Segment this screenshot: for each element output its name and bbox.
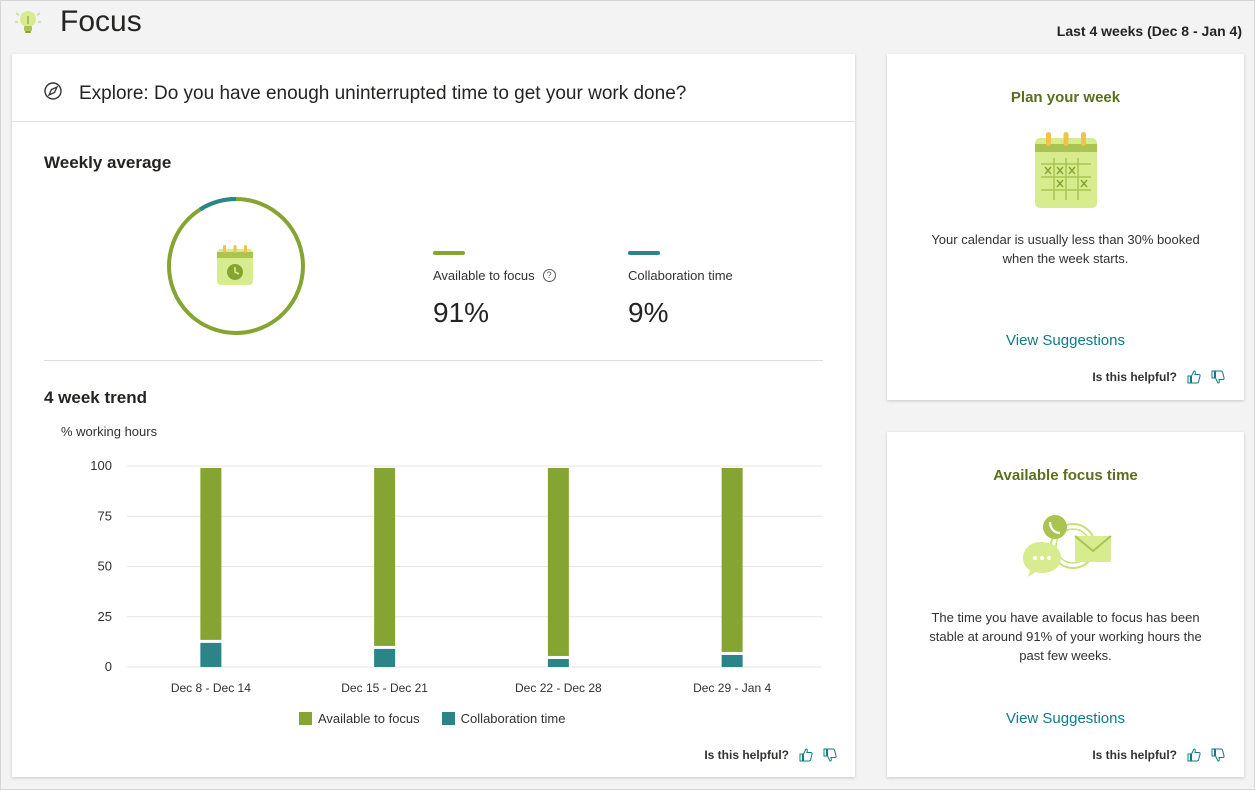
bar-focus [721,468,743,652]
bar-collab [200,642,222,667]
legend-label-collab: Collaboration time [460,711,566,726]
available-focus-value: 91% [433,297,490,328]
explore-banner[interactable]: Explore: Do you have enough uninterrupte… [12,54,855,122]
available-focus-card: Available focus time The time you have a… [887,432,1244,777]
available-focus-text: The time you have available to focus has… [929,610,1202,663]
available-focus-label: Available to focus [433,268,535,283]
help-icon[interactable]: ? [542,269,556,282]
collab-time-label: Collaboration time [628,268,733,283]
weekly-average-title: Weekly average [44,153,172,172]
bar-focus [374,468,396,646]
thumbs-down-icon[interactable] [1211,748,1225,762]
thumbs-up-icon[interactable] [1187,370,1201,384]
collab-time-swatch [628,251,660,255]
feedback-label: Is this helpful? [1092,748,1177,762]
legend-swatch-focus [299,712,312,725]
explore-question: Explore: Do you have enough uninterrupte… [79,83,687,104]
available-focus-stat: Available to focus ? 91% [433,251,556,329]
y-tick-label: 75 [98,508,112,523]
thumbs-up-icon[interactable] [1187,748,1201,762]
x-tick-label: Dec 15 - Dec 21 [341,681,428,695]
x-tick-label: Dec 29 - Jan 4 [693,681,771,695]
legend-item-focus[interactable]: Available to focus [299,711,420,726]
donut-collab-arc [167,197,305,335]
focus-main-card: Explore: Do you have enough uninterrupte… [12,54,855,777]
x-tick-label: Dec 8 - Dec 14 [171,681,251,695]
plan-week-title: Plan your week [1010,89,1121,106]
legend-label-focus: Available to focus [318,711,420,726]
focus-view-suggestions-link[interactable]: View Suggestions [1006,710,1125,727]
trend-title: 4 week trend [44,388,147,407]
y-tick-label: 50 [98,559,112,574]
bar-collab [374,648,396,667]
feedback-label: Is this helpful? [704,748,789,762]
section-divider [44,360,823,361]
bar-collab [547,658,569,667]
feedback-label: Is this helpful? [1092,370,1177,384]
y-tick-label: 100 [90,458,112,473]
page-header: Focus Last 4 weeks (Dec 8 - Jan 4) [1,1,1254,51]
plan-view-suggestions-link[interactable]: View Suggestions [1006,332,1125,349]
legend-swatch-collab [441,712,455,725]
plan-feedback: Is this helpful? [1092,370,1225,384]
thumbs-up-icon[interactable] [799,748,813,762]
bar-focus [200,468,222,640]
lightbulb-icon [15,11,41,33]
page-title: Focus [60,5,142,38]
weekly-average-donut [167,197,305,335]
collab-time-stat: Collaboration time 9% [628,251,733,329]
plan-week-card: Plan your week Your calendar is usually … [887,54,1244,400]
date-range: Last 4 weeks (Dec 8 - Jan 4) [1056,23,1242,39]
trend-bar-chart: 0 25 50 75 100 Dec 8 - Dec 14 Dec 15 - Dec 21 D… [90,458,822,695]
available-focus-title: Available focus time [993,467,1138,484]
main-feedback: Is this helpful? [704,748,837,762]
collab-time-value: 9% [628,297,669,328]
chart-y-axis-label: % working hours [61,424,158,439]
x-tick-label: Dec 22 - Dec 28 [515,681,602,695]
bar-focus [547,468,569,656]
calendar-grid-icon [1035,132,1097,208]
focus-feedback: Is this helpful? [1092,748,1225,762]
chart-legend: Available to focus Collaboration time [299,711,565,726]
calendar-clock-icon [217,245,253,285]
y-tick-label: 25 [98,609,112,624]
compass-icon [44,82,62,100]
available-focus-swatch [433,251,465,255]
communication-icon [1023,515,1112,577]
y-tick-label: 0 [105,659,112,674]
plan-week-text: Your calendar is usually less than 30% b… [931,232,1200,266]
legend-item-collab[interactable]: Collaboration time [441,711,566,726]
thumbs-down-icon[interactable] [823,748,837,762]
thumbs-down-icon[interactable] [1211,370,1225,384]
bar-collab [721,654,743,667]
